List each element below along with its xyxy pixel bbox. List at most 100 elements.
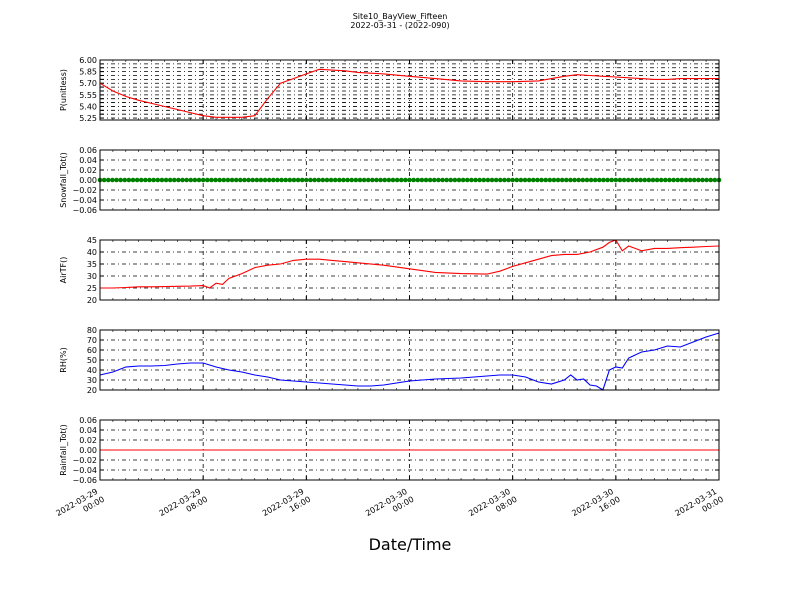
data-point [609,177,615,183]
y-tick-label: 70 [87,336,97,345]
data-point [419,177,425,183]
data-point [547,177,553,183]
data-point [485,177,491,183]
data-point [233,177,239,183]
data-point [559,177,565,183]
data-point [568,177,573,183]
data-point [225,177,231,183]
data-point [349,177,355,183]
data-point [254,177,260,183]
y-tick-label: 45 [87,236,97,245]
data-point [456,177,462,183]
data-point [337,177,342,183]
data-point [365,177,371,183]
data-point [110,177,115,183]
data-point [312,177,317,183]
data-point [687,177,693,183]
series-line [100,239,720,289]
data-point [200,177,206,183]
data-point [712,177,718,183]
data-point [555,177,561,183]
y-axis-label: AirTF() [59,257,68,284]
data-point [176,177,181,183]
data-point [518,177,524,183]
data-point [572,177,577,183]
data-point [308,177,313,183]
data-point [407,177,412,183]
y-tick-label: 30 [87,272,97,281]
data-point [180,177,185,183]
data-point [650,177,656,183]
y-tick-label: 0.04 [79,156,97,165]
data-point [580,177,586,183]
data-point [275,177,280,183]
data-point [625,177,631,183]
data-point [700,177,705,183]
data-point [114,177,119,183]
data-point [448,177,454,183]
data-point [646,177,652,183]
axes-frame [99,239,720,301]
data-point [601,177,606,183]
x-axis-label: Date/Time [369,535,452,554]
data-point [526,177,532,183]
data-point [299,177,305,183]
data-point [592,177,598,183]
y-tick-label: 5.85 [79,68,97,77]
y-tick-label: 0.00 [79,176,97,185]
data-point [460,177,466,183]
data-point [493,177,499,183]
y-tick-label: 20 [87,386,97,395]
y-tick-label: 6.00 [79,56,97,65]
data-point [642,177,648,183]
data-point [221,177,227,183]
data-point [341,177,346,183]
data-point [192,177,198,183]
series-line [99,68,719,118]
data-point [630,177,635,183]
data-point [510,177,515,183]
data-point [489,177,495,183]
data-point [126,177,132,183]
data-point [588,177,594,183]
data-point [539,177,544,183]
y-tick-label: 40 [87,248,97,257]
x-tick-label: 2022-03-2900:00 [54,486,106,527]
data-point [167,177,173,183]
data-point [564,177,569,183]
x-tick-label: 2022-03-3000:00 [364,486,416,527]
data-point [398,177,404,183]
data-point [316,177,322,183]
y-tick-label: 0.06 [79,146,97,155]
data-point [576,177,581,183]
data-point [374,177,379,183]
data-point [291,177,297,183]
axes-frame [99,419,720,481]
data-point [481,177,487,183]
data-point [266,177,272,183]
panel-2: −0.06−0.04−0.020.000.020.040.06 Snowfall_… [59,146,722,215]
data-point [258,177,264,183]
data-point [584,177,590,183]
data-point [658,177,664,183]
data-point [440,177,445,183]
data-point [679,177,685,183]
data-point [155,177,161,183]
y-tick-label: 30 [87,376,97,385]
data-point [151,177,156,183]
data-point [138,177,144,183]
x-tick-labels: 2022-03-2900:00 2022-03-2908:00 2022-03-29… [54,486,725,527]
data-point [394,177,400,183]
data-point [675,177,681,183]
data-point [522,177,528,183]
data-point [287,177,293,183]
data-point [171,177,177,183]
data-point [271,177,276,183]
y-tick-label: 5.25 [79,114,97,123]
data-point [188,177,194,183]
data-point [671,177,676,183]
data-point [361,177,367,183]
data-point [597,177,602,183]
data-point [638,177,643,183]
data-point [238,177,243,183]
